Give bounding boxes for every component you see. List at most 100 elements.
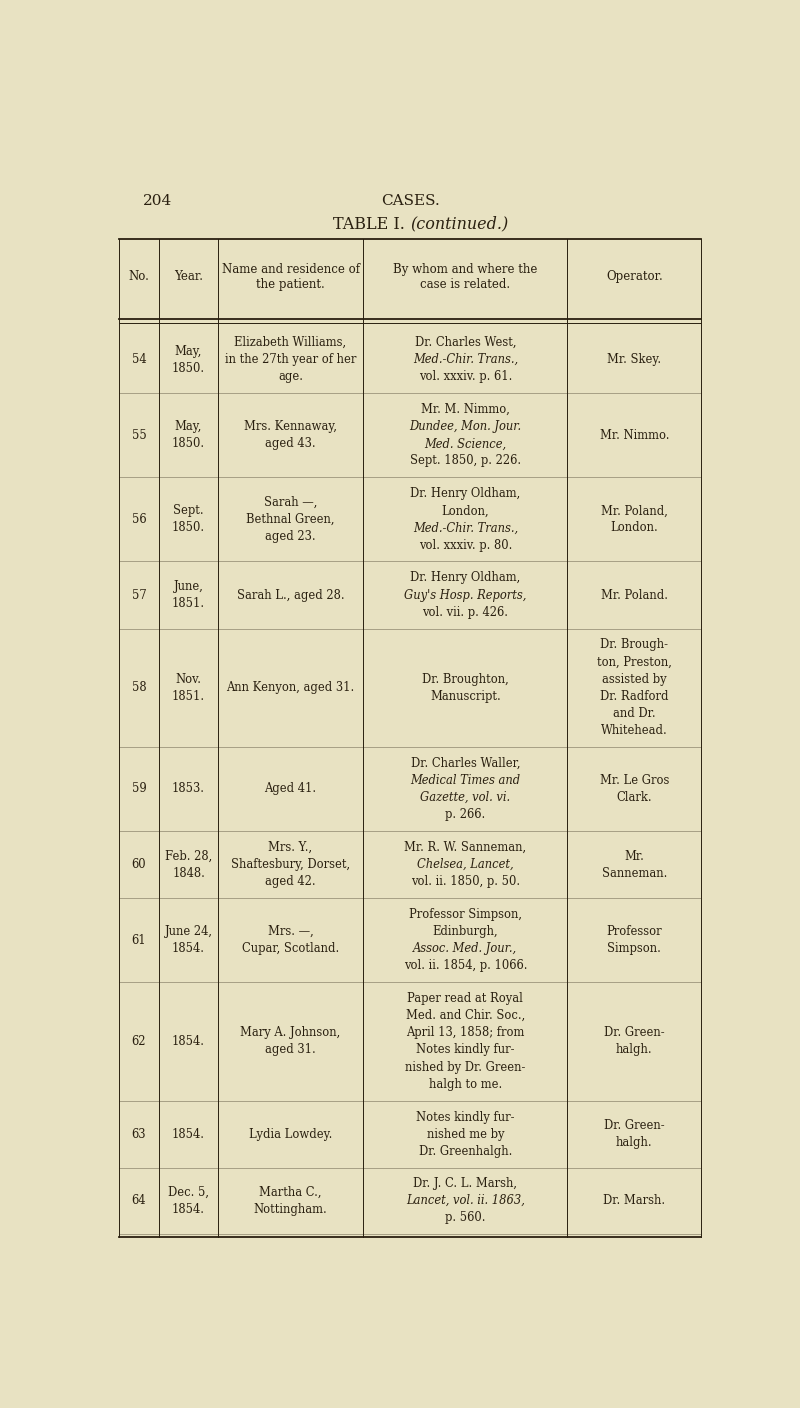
Text: 55: 55 — [132, 429, 146, 442]
Text: 1854.: 1854. — [172, 1202, 205, 1215]
Text: in the 27th year of her: in the 27th year of her — [225, 353, 356, 366]
Text: Dr. Green-: Dr. Green- — [604, 1026, 665, 1039]
Text: Dr. Charles Waller,: Dr. Charles Waller, — [410, 758, 520, 770]
Text: Mr.: Mr. — [625, 849, 644, 863]
Text: Mrs. Kennaway,: Mrs. Kennaway, — [244, 420, 337, 434]
Text: Mr. M. Nimmo,: Mr. M. Nimmo, — [421, 403, 510, 417]
Text: Bethnal Green,: Bethnal Green, — [246, 513, 334, 527]
Text: 1850.: 1850. — [172, 438, 205, 451]
Text: Notes kindly fur-: Notes kindly fur- — [416, 1043, 514, 1056]
Text: Martha C.,: Martha C., — [259, 1186, 322, 1198]
Text: Elizabeth Williams,: Elizabeth Williams, — [234, 337, 346, 349]
Text: 1854.: 1854. — [172, 1035, 205, 1048]
Text: Edinburgh,: Edinburgh, — [433, 925, 498, 938]
Text: Chelsea, Lancet,: Chelsea, Lancet, — [417, 857, 514, 872]
Text: April 13, 1858; from: April 13, 1858; from — [406, 1026, 525, 1039]
Text: Lydia Lowdey.: Lydia Lowdey. — [249, 1128, 332, 1140]
Text: 59: 59 — [132, 783, 146, 796]
Text: Feb. 28,: Feb. 28, — [165, 849, 212, 863]
Text: Sarah L., aged 28.: Sarah L., aged 28. — [237, 589, 344, 601]
Text: Med.-Chir. Trans.,: Med.-Chir. Trans., — [413, 521, 518, 535]
Text: Med. Science,: Med. Science, — [424, 438, 506, 451]
Text: 1853.: 1853. — [172, 783, 205, 796]
Text: Mr. Skey.: Mr. Skey. — [607, 353, 662, 366]
Text: 57: 57 — [132, 589, 146, 601]
Text: vol. xxxiv. p. 61.: vol. xxxiv. p. 61. — [418, 370, 512, 383]
Text: Medical Times and: Medical Times and — [410, 774, 521, 787]
Text: nished me by: nished me by — [426, 1128, 504, 1140]
Text: Dr. Broughton,: Dr. Broughton, — [422, 673, 509, 686]
Text: Operator.: Operator. — [606, 270, 662, 283]
Text: 1851.: 1851. — [172, 597, 205, 610]
Text: aged 42.: aged 42. — [266, 876, 316, 888]
Text: p. 266.: p. 266. — [446, 808, 486, 821]
Text: Dr. Henry Oldham,: Dr. Henry Oldham, — [410, 487, 521, 500]
Text: Professor: Professor — [606, 925, 662, 938]
Text: 1848.: 1848. — [172, 867, 205, 880]
Text: Ann Kenyon, aged 31.: Ann Kenyon, aged 31. — [226, 681, 354, 694]
Text: May,: May, — [175, 345, 202, 358]
Text: assisted by: assisted by — [602, 673, 666, 686]
Text: vol. ii. 1854, p. 1066.: vol. ii. 1854, p. 1066. — [404, 959, 527, 973]
Text: Mr. Le Gros: Mr. Le Gros — [600, 774, 669, 787]
Text: 1851.: 1851. — [172, 690, 205, 703]
Text: Sanneman.: Sanneman. — [602, 867, 667, 880]
Text: Mr. Poland.: Mr. Poland. — [601, 589, 668, 601]
Text: Nottingham.: Nottingham. — [254, 1202, 327, 1215]
Text: No.: No. — [129, 270, 150, 283]
Text: CASES.: CASES. — [381, 194, 439, 208]
Text: (continued.): (continued.) — [410, 215, 508, 232]
Text: Dr. Brough-: Dr. Brough- — [600, 638, 668, 652]
Text: age.: age. — [278, 370, 303, 383]
Text: Dundee, Mon. Jour.: Dundee, Mon. Jour. — [410, 420, 522, 434]
Text: vol. vii. p. 426.: vol. vii. p. 426. — [422, 605, 508, 618]
Text: Professor Simpson,: Professor Simpson, — [409, 908, 522, 921]
Text: Year.: Year. — [174, 270, 203, 283]
Text: Dr. Green-: Dr. Green- — [604, 1119, 665, 1132]
Text: May,: May, — [175, 420, 202, 434]
Text: Lancet, vol. ii. 1863,: Lancet, vol. ii. 1863, — [406, 1194, 525, 1207]
Text: Sept. 1850, p. 226.: Sept. 1850, p. 226. — [410, 455, 521, 467]
Text: Dr. Marsh.: Dr. Marsh. — [603, 1194, 666, 1207]
Text: June 24,: June 24, — [165, 925, 213, 938]
Text: Dr. Greenhalgh.: Dr. Greenhalgh. — [418, 1145, 512, 1157]
Text: London.: London. — [610, 521, 658, 535]
Text: Aged 41.: Aged 41. — [265, 783, 317, 796]
Text: Guy's Hosp. Reports,: Guy's Hosp. Reports, — [404, 589, 526, 601]
Text: Mr. Poland,: Mr. Poland, — [601, 504, 668, 517]
Text: Sept.: Sept. — [174, 504, 204, 517]
Text: ton, Preston,: ton, Preston, — [597, 656, 672, 669]
Text: aged 43.: aged 43. — [266, 438, 316, 451]
Text: TABLE I.: TABLE I. — [333, 215, 410, 232]
Text: By whom and where the
case is related.: By whom and where the case is related. — [393, 263, 538, 291]
Text: 56: 56 — [132, 513, 146, 527]
Text: 58: 58 — [132, 681, 146, 694]
Text: Notes kindly fur-: Notes kindly fur- — [416, 1111, 514, 1124]
Text: 54: 54 — [132, 353, 146, 366]
Text: Nov.: Nov. — [175, 673, 202, 686]
Text: halgh to me.: halgh to me. — [429, 1077, 502, 1091]
Text: 62: 62 — [132, 1035, 146, 1048]
Text: Dr. J. C. L. Marsh,: Dr. J. C. L. Marsh, — [414, 1177, 518, 1190]
Text: Simpson.: Simpson. — [607, 942, 662, 955]
Text: halgh.: halgh. — [616, 1136, 653, 1149]
Text: aged 31.: aged 31. — [265, 1043, 316, 1056]
Text: 1854.: 1854. — [172, 1128, 205, 1140]
Text: 64: 64 — [132, 1194, 146, 1207]
Text: and Dr.: and Dr. — [613, 707, 656, 719]
Text: Dr. Radford: Dr. Radford — [600, 690, 669, 703]
Text: Name and residence of
the patient.: Name and residence of the patient. — [222, 263, 359, 291]
Text: June,: June, — [174, 580, 203, 593]
Text: 1850.: 1850. — [172, 362, 205, 375]
Text: Whitehead.: Whitehead. — [601, 724, 668, 736]
Text: Mary A. Johnson,: Mary A. Johnson, — [241, 1026, 341, 1039]
Text: Med. and Chir. Soc.,: Med. and Chir. Soc., — [406, 1010, 525, 1022]
Text: vol. xxxiv. p. 80.: vol. xxxiv. p. 80. — [418, 539, 512, 552]
Text: aged 23.: aged 23. — [266, 529, 316, 543]
Text: p. 560.: p. 560. — [445, 1211, 486, 1225]
Text: Dec. 5,: Dec. 5, — [168, 1186, 209, 1198]
Text: London,: London, — [442, 504, 489, 517]
Text: Sarah —,: Sarah —, — [264, 496, 318, 508]
Text: nished by Dr. Green-: nished by Dr. Green- — [405, 1060, 526, 1074]
Text: Shaftesbury, Dorset,: Shaftesbury, Dorset, — [231, 857, 350, 872]
